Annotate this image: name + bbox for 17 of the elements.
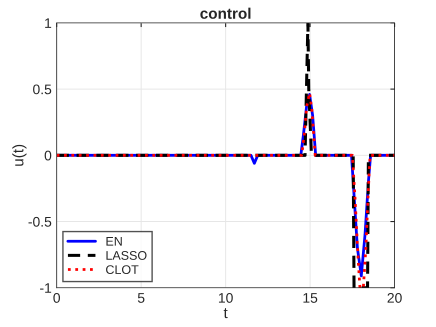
y-tick-label: -1: [40, 283, 52, 293]
y-tick-label: 0.5: [33, 84, 52, 94]
x-tick-label: 0: [53, 292, 60, 303]
legend-label: EN: [106, 237, 122, 246]
line-series: [56, 22, 395, 288]
y-axis-title: u(t): [12, 144, 26, 166]
y-tick-label: -0.5: [28, 216, 52, 227]
chart-title: control: [200, 8, 250, 19]
legend-label: CLOT: [106, 265, 138, 274]
x-axis-title: t: [224, 308, 228, 318]
x-tick-label: 15: [303, 293, 318, 303]
x-tick-label: 20: [388, 292, 402, 303]
x-tick-label: 5: [138, 293, 144, 303]
x-tick-label: 10: [218, 292, 233, 303]
y-tick-label: 1: [45, 18, 52, 28]
legend-label: LASSO: [106, 251, 147, 260]
y-tick-label: 0: [44, 150, 52, 160]
